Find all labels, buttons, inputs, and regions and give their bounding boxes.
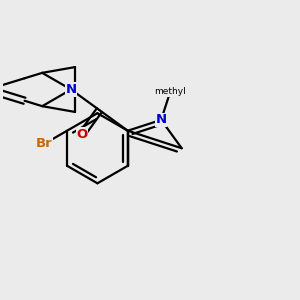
- Text: N: N: [156, 113, 167, 126]
- Text: Br: Br: [36, 137, 53, 150]
- Text: N: N: [65, 83, 76, 96]
- Text: methyl: methyl: [154, 87, 186, 96]
- Text: O: O: [76, 128, 88, 141]
